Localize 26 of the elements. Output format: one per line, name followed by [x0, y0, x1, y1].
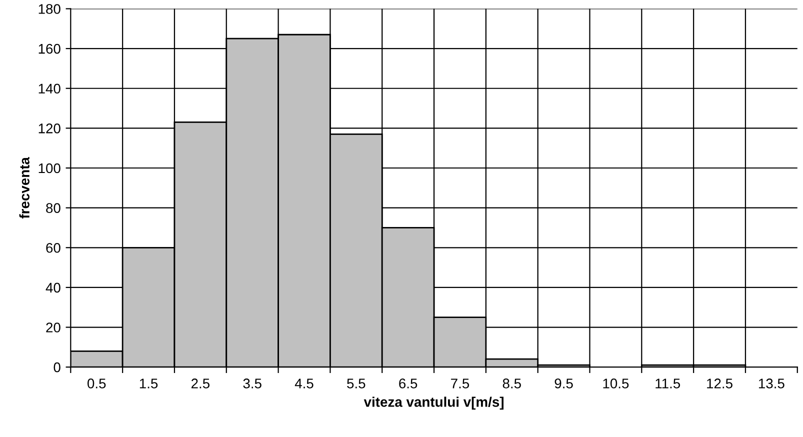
y-tick-label: 140	[38, 84, 60, 94]
y-tick-label: 100	[38, 163, 60, 174]
y-tick-label: 80	[46, 203, 60, 213]
x-tick-label: 11.5	[656, 378, 680, 388]
x-tick-label: 4.5	[294, 378, 314, 388]
x-tick-label: 1.5	[140, 378, 158, 388]
x-tick-label: 0.5	[88, 378, 106, 388]
x-tick-label: 9.5	[554, 378, 573, 388]
x-tick-label: 6.5	[399, 378, 418, 388]
y-tick-label: 20	[46, 322, 60, 332]
x-tick-label: 8.5	[502, 378, 521, 388]
x-tick-label: 7.5	[451, 378, 470, 388]
x-tick-label: 3.5	[243, 378, 262, 388]
x-tick-label: 13.5	[758, 378, 784, 388]
y-tick-label: 40	[46, 282, 60, 293]
y-tick-label: 160	[38, 44, 60, 54]
x-axis-title: viteza vantului v[m/s]	[364, 396, 504, 410]
y-tick-label: 120	[38, 124, 60, 134]
y-tick-label: 0	[54, 362, 60, 372]
y-tick-label: 180	[38, 4, 60, 14]
x-tick-label: 2.5	[191, 378, 210, 388]
y-tick-label: 60	[46, 242, 60, 253]
x-tick-label: 5.5	[347, 378, 366, 388]
y-axis-title: frecventa	[19, 156, 30, 219]
x-tick-label: 10.5	[603, 378, 629, 388]
x-tick-label: 12.5	[707, 378, 732, 388]
